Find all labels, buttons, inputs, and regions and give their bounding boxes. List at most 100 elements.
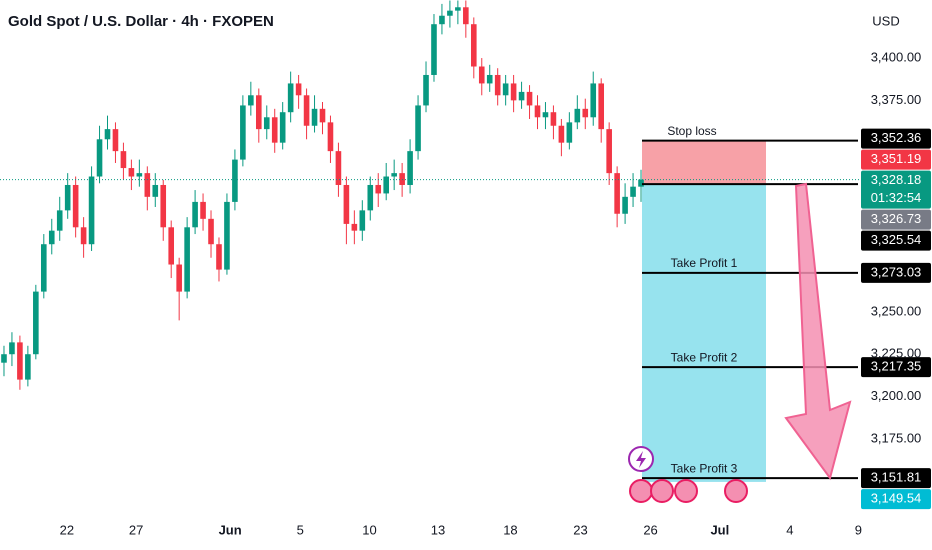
candle-body	[17, 342, 23, 380]
candle-body	[558, 125, 565, 143]
candle-body	[255, 95, 262, 130]
candle-body	[128, 168, 135, 177]
candle-body	[287, 83, 294, 113]
candle-body	[120, 151, 127, 169]
us-flag-icon	[724, 479, 748, 503]
price-label: 3,352.36	[871, 130, 922, 145]
candle-body	[622, 196, 628, 214]
us-flag-icon	[650, 479, 674, 503]
candle-body	[574, 108, 581, 123]
stop-zone	[642, 140, 766, 185]
candle-body	[606, 129, 612, 174]
candle-body	[614, 173, 620, 214]
candle-body	[279, 112, 286, 143]
target-label: Take Profit 1	[671, 256, 738, 270]
candle-body	[518, 91, 525, 101]
candle-body	[407, 151, 413, 185]
price-label-box	[861, 489, 931, 510]
candle-body	[176, 264, 182, 292]
candle-body	[431, 24, 437, 75]
price-label-box	[861, 128, 931, 149]
y-tick-label: 3,225.00	[871, 346, 922, 361]
candle-body	[56, 210, 63, 231]
candle-body	[335, 151, 342, 185]
candle-body	[80, 227, 87, 245]
target-label: Take Profit 2	[671, 350, 738, 364]
candle-body	[168, 227, 175, 265]
x-tick-label: 22	[60, 522, 74, 537]
candle-body	[184, 227, 190, 292]
candle-body	[295, 83, 302, 96]
candle-body	[263, 117, 270, 130]
y-tick-label: 3,200.00	[871, 388, 922, 403]
candle-body	[391, 173, 397, 177]
event-icons	[628, 446, 748, 503]
target-label: Take Profit 3	[671, 461, 738, 475]
x-tick-label: 27	[129, 522, 143, 537]
x-tick-label: Jun	[219, 522, 242, 537]
candle-body	[399, 173, 405, 185]
price-label: 3,351.19	[871, 151, 922, 166]
price-label: 3,151.81	[871, 470, 922, 485]
candle-body	[566, 122, 573, 143]
candle-body	[311, 108, 318, 126]
candle-body	[327, 122, 334, 152]
candle-body	[359, 210, 366, 231]
position-zones	[642, 140, 766, 482]
price-label: 3,273.03	[871, 264, 922, 279]
candle-body	[534, 105, 541, 118]
x-tick-label: 9	[855, 522, 862, 537]
candle-body	[64, 184, 71, 211]
candle-body	[319, 108, 326, 123]
price-label-box	[861, 468, 931, 489]
stop-label: Stop loss	[667, 124, 716, 138]
x-tick-label: 10	[362, 522, 376, 537]
candle-body	[470, 24, 477, 67]
candle-body	[144, 173, 151, 197]
y-tick-label: 3,400.00	[871, 49, 922, 64]
x-tick-label: 4	[786, 522, 793, 537]
candle-body	[598, 83, 605, 130]
candle-body	[248, 95, 254, 106]
price-label: 3,325.54	[871, 232, 922, 247]
candle-body	[152, 184, 159, 197]
x-tick-label: 18	[503, 522, 517, 537]
down-arrow	[784, 182, 852, 481]
candle-body	[343, 184, 350, 224]
candle-body	[136, 173, 143, 177]
us-flag-icon	[629, 479, 653, 503]
candle-body	[423, 74, 429, 106]
candle-body	[232, 159, 238, 202]
x-tick-label: 13	[431, 522, 445, 537]
candle-body	[216, 244, 222, 270]
candle-body	[192, 201, 198, 228]
currency-label: USD	[872, 13, 899, 28]
candle-body	[582, 108, 589, 118]
candle-body	[526, 91, 533, 106]
candle-body	[9, 342, 15, 355]
overlay: Stop loss Take Profit 1 Take Profit 2 Take …	[642, 124, 931, 510]
us-flag-icon	[674, 479, 698, 503]
candle-body	[439, 15, 445, 25]
chart-title: Gold Spot / U.S. Dollar · 4h · FXOPEN	[8, 13, 274, 30]
candle-body	[224, 201, 230, 270]
candle-body	[415, 105, 421, 152]
x-tick-label: 5	[297, 522, 304, 537]
price-label-box	[861, 209, 931, 230]
candle-body	[104, 129, 111, 140]
x-tick-label: 23	[573, 522, 587, 537]
price-label-box	[861, 170, 931, 209]
x-tick-label: Jul	[710, 522, 729, 537]
candle-body	[375, 184, 382, 194]
candle-body	[502, 83, 509, 96]
price-label: 3,149.54	[871, 491, 922, 506]
candle-body	[303, 95, 310, 126]
price-label-box	[861, 149, 931, 170]
candle-body	[72, 184, 79, 228]
candle-body	[630, 186, 636, 197]
candle-body	[112, 129, 119, 152]
candle-body	[48, 230, 55, 245]
candle-body	[383, 176, 390, 194]
